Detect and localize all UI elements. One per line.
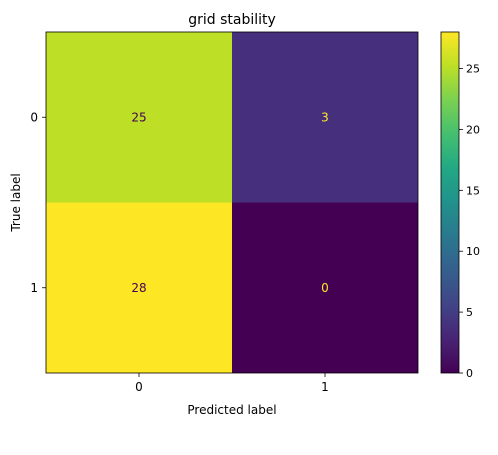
cell-value-0-0: 25 xyxy=(131,110,146,124)
chart-title: grid stability xyxy=(188,12,276,28)
y-axis-ticks: 01 xyxy=(30,110,46,295)
cell-value-labels: 25 3 28 0 xyxy=(131,110,328,295)
heatmap-cell-0-0 xyxy=(46,32,232,203)
cell-value-1-0: 28 xyxy=(131,281,146,295)
heatmap-cell-1-0 xyxy=(46,202,232,373)
x-tick-label: 0 xyxy=(135,380,143,394)
cell-value-0-1: 3 xyxy=(321,110,329,124)
heatmap-cell-0-1 xyxy=(232,32,418,203)
colorbar-tick-label: 15 xyxy=(466,184,480,197)
colorbar-tick-label: 25 xyxy=(466,63,480,76)
x-tick-label: 1 xyxy=(321,380,329,394)
x-axis-label: Predicted label xyxy=(187,403,276,417)
heatmap-cells xyxy=(46,32,418,373)
heatmap-cell-1-1 xyxy=(232,202,418,373)
y-tick-label: 1 xyxy=(30,281,38,295)
colorbar-tick-label: 20 xyxy=(466,123,480,136)
colorbar xyxy=(440,31,460,374)
cell-value-1-1: 0 xyxy=(321,281,329,295)
colorbar-tick-label: 10 xyxy=(466,245,480,258)
y-tick-label: 0 xyxy=(30,110,38,124)
colorbar-tick-label: 5 xyxy=(466,306,473,319)
colorbar-tick-label: 0 xyxy=(466,367,473,380)
colorbar-ticks: 0 5 10 15 20 25 xyxy=(459,63,480,380)
plot-frame xyxy=(45,31,419,374)
y-axis-label: True label xyxy=(9,173,23,232)
